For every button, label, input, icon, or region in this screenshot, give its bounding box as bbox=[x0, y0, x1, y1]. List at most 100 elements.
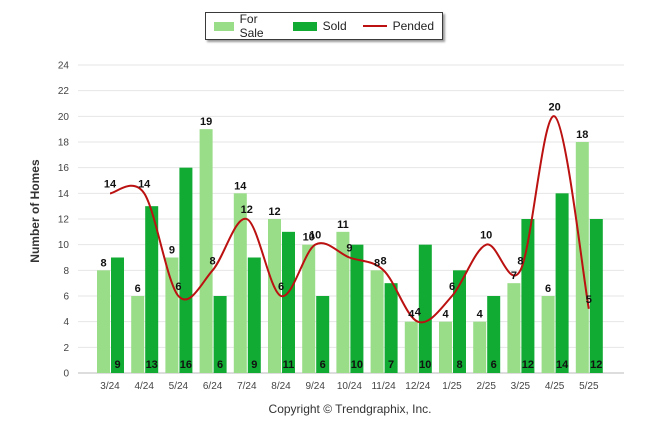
bar-sold bbox=[350, 244, 364, 373]
bar-for-sale bbox=[439, 321, 452, 373]
x-tick-label: 3/24 bbox=[100, 381, 120, 392]
x-tick-label: 7/24 bbox=[237, 381, 257, 392]
data-label-for-sale: 10 bbox=[303, 232, 315, 244]
data-labels: 8961391619614912111061110874104846712614… bbox=[100, 101, 602, 371]
x-tick-label: 12/24 bbox=[405, 381, 430, 392]
bar-for-sale bbox=[336, 231, 350, 373]
x-axis-ticks: 3/24 4/24 5/24 6/24 7/24 8/24 9/24 10/24 11/24 12… bbox=[100, 381, 599, 392]
data-label-sold: 6 bbox=[320, 359, 326, 371]
y-tick-label: 22 bbox=[58, 86, 70, 97]
data-label-sold: 16 bbox=[180, 359, 192, 371]
y-axis-label: Number of Homes bbox=[28, 159, 42, 263]
bar-sold bbox=[384, 283, 398, 373]
x-tick-label: 5/24 bbox=[169, 381, 189, 392]
data-label-pended: 9 bbox=[346, 243, 352, 255]
bar-for-sale bbox=[199, 129, 213, 373]
data-label-for-sale: 12 bbox=[268, 206, 280, 218]
data-label-pended: 5 bbox=[586, 294, 592, 306]
bar-sold bbox=[487, 296, 501, 373]
data-label-pended: 20 bbox=[548, 101, 560, 113]
data-label-for-sale: 4 bbox=[477, 309, 484, 321]
bar-for-sale bbox=[165, 257, 179, 373]
y-tick-label: 20 bbox=[58, 112, 70, 123]
data-label-for-sale: 4 bbox=[408, 309, 415, 321]
data-label-pended: 8 bbox=[210, 255, 216, 267]
legend-item-pended[interactable]: Pended bbox=[362, 19, 434, 33]
data-label-for-sale: 6 bbox=[135, 283, 141, 295]
y-tick-label: 6 bbox=[63, 292, 69, 303]
data-label-sold: 9 bbox=[114, 359, 120, 371]
x-tick-label: 5/25 bbox=[579, 381, 599, 392]
bar-for-sale bbox=[302, 244, 316, 373]
data-label-sold: 9 bbox=[251, 359, 257, 371]
pended-swatch bbox=[362, 25, 387, 27]
bar-for-sale bbox=[131, 296, 145, 373]
x-tick-label: 10/24 bbox=[337, 381, 362, 392]
pended-line bbox=[109, 115, 590, 324]
bar-for-sale bbox=[268, 219, 281, 373]
copyright-footer: Copyright © Trendgraphix, Inc. bbox=[268, 402, 432, 416]
y-tick-label: 0 bbox=[63, 369, 69, 380]
bar-sold bbox=[453, 270, 466, 373]
data-label-sold: 8 bbox=[456, 359, 462, 371]
pended-series-line bbox=[109, 115, 590, 324]
data-label-for-sale: 19 bbox=[200, 116, 212, 128]
bar-sold bbox=[145, 206, 159, 373]
data-label-for-sale: 7 bbox=[511, 270, 517, 282]
data-label-for-sale: 9 bbox=[169, 245, 175, 257]
bar-sold bbox=[179, 167, 193, 373]
x-tick-label: 11/24 bbox=[371, 381, 396, 392]
bar-sold bbox=[213, 296, 227, 373]
x-tick-label: 1/25 bbox=[442, 381, 462, 392]
data-label-for-sale: 14 bbox=[234, 180, 247, 192]
data-label-sold: 6 bbox=[491, 359, 497, 371]
data-label-pended: 8 bbox=[517, 255, 523, 267]
bar-for-sale bbox=[97, 270, 110, 373]
data-label-pended: 6 bbox=[175, 281, 181, 293]
bar-for-sale bbox=[404, 321, 418, 373]
x-tick-label: 8/24 bbox=[271, 381, 291, 392]
y-tick-label: 16 bbox=[58, 163, 70, 174]
bar-sold bbox=[282, 231, 295, 373]
data-label-pended: 4 bbox=[415, 307, 422, 319]
data-label-pended: 8 bbox=[381, 255, 387, 267]
x-tick-label: 4/25 bbox=[545, 381, 565, 392]
x-tick-label: 3/25 bbox=[511, 381, 531, 392]
x-tick-label: 4/24 bbox=[134, 381, 154, 392]
for-sale-swatch bbox=[214, 21, 234, 31]
bar-for-sale bbox=[233, 193, 247, 373]
data-label-for-sale: 11 bbox=[337, 219, 349, 231]
data-label-sold: 12 bbox=[590, 359, 602, 371]
bar-sold bbox=[111, 257, 124, 373]
y-tick-label: 2 bbox=[63, 343, 69, 354]
data-label-pended: 14 bbox=[138, 178, 151, 190]
data-label-for-sale: 4 bbox=[442, 309, 449, 321]
legend-item-for-sale[interactable]: For Sale bbox=[214, 12, 277, 40]
data-label-for-sale: 6 bbox=[545, 283, 551, 295]
bar-sold bbox=[316, 296, 330, 373]
bar-sold bbox=[555, 193, 569, 373]
bars bbox=[97, 129, 603, 373]
y-tick-label: 10 bbox=[58, 240, 70, 251]
legend-label-pended: Pended bbox=[392, 19, 434, 33]
legend-label-sold: Sold bbox=[322, 19, 347, 33]
y-tick-label: 12 bbox=[58, 215, 70, 226]
y-tick-label: 14 bbox=[58, 189, 70, 200]
data-label-sold: 7 bbox=[388, 359, 394, 371]
data-label-pended: 10 bbox=[480, 230, 492, 242]
y-tick-label: 4 bbox=[63, 317, 69, 328]
data-label-pended: 12 bbox=[241, 204, 253, 216]
data-label-sold: 10 bbox=[351, 359, 363, 371]
data-label-sold: 14 bbox=[556, 359, 569, 371]
legend-label-for-sale: For Sale bbox=[239, 12, 264, 40]
data-label-pended: 10 bbox=[309, 230, 321, 242]
data-label-pended: 6 bbox=[278, 281, 284, 293]
legend-item-sold[interactable]: Sold bbox=[292, 19, 347, 33]
y-tick-label: 8 bbox=[63, 266, 69, 277]
x-tick-label: 6/24 bbox=[203, 381, 223, 392]
data-label-pended: 14 bbox=[104, 178, 117, 190]
x-tick-label: 2/25 bbox=[476, 381, 496, 392]
y-tick-label: 18 bbox=[58, 138, 70, 149]
y-tick-label: 24 bbox=[58, 61, 70, 72]
